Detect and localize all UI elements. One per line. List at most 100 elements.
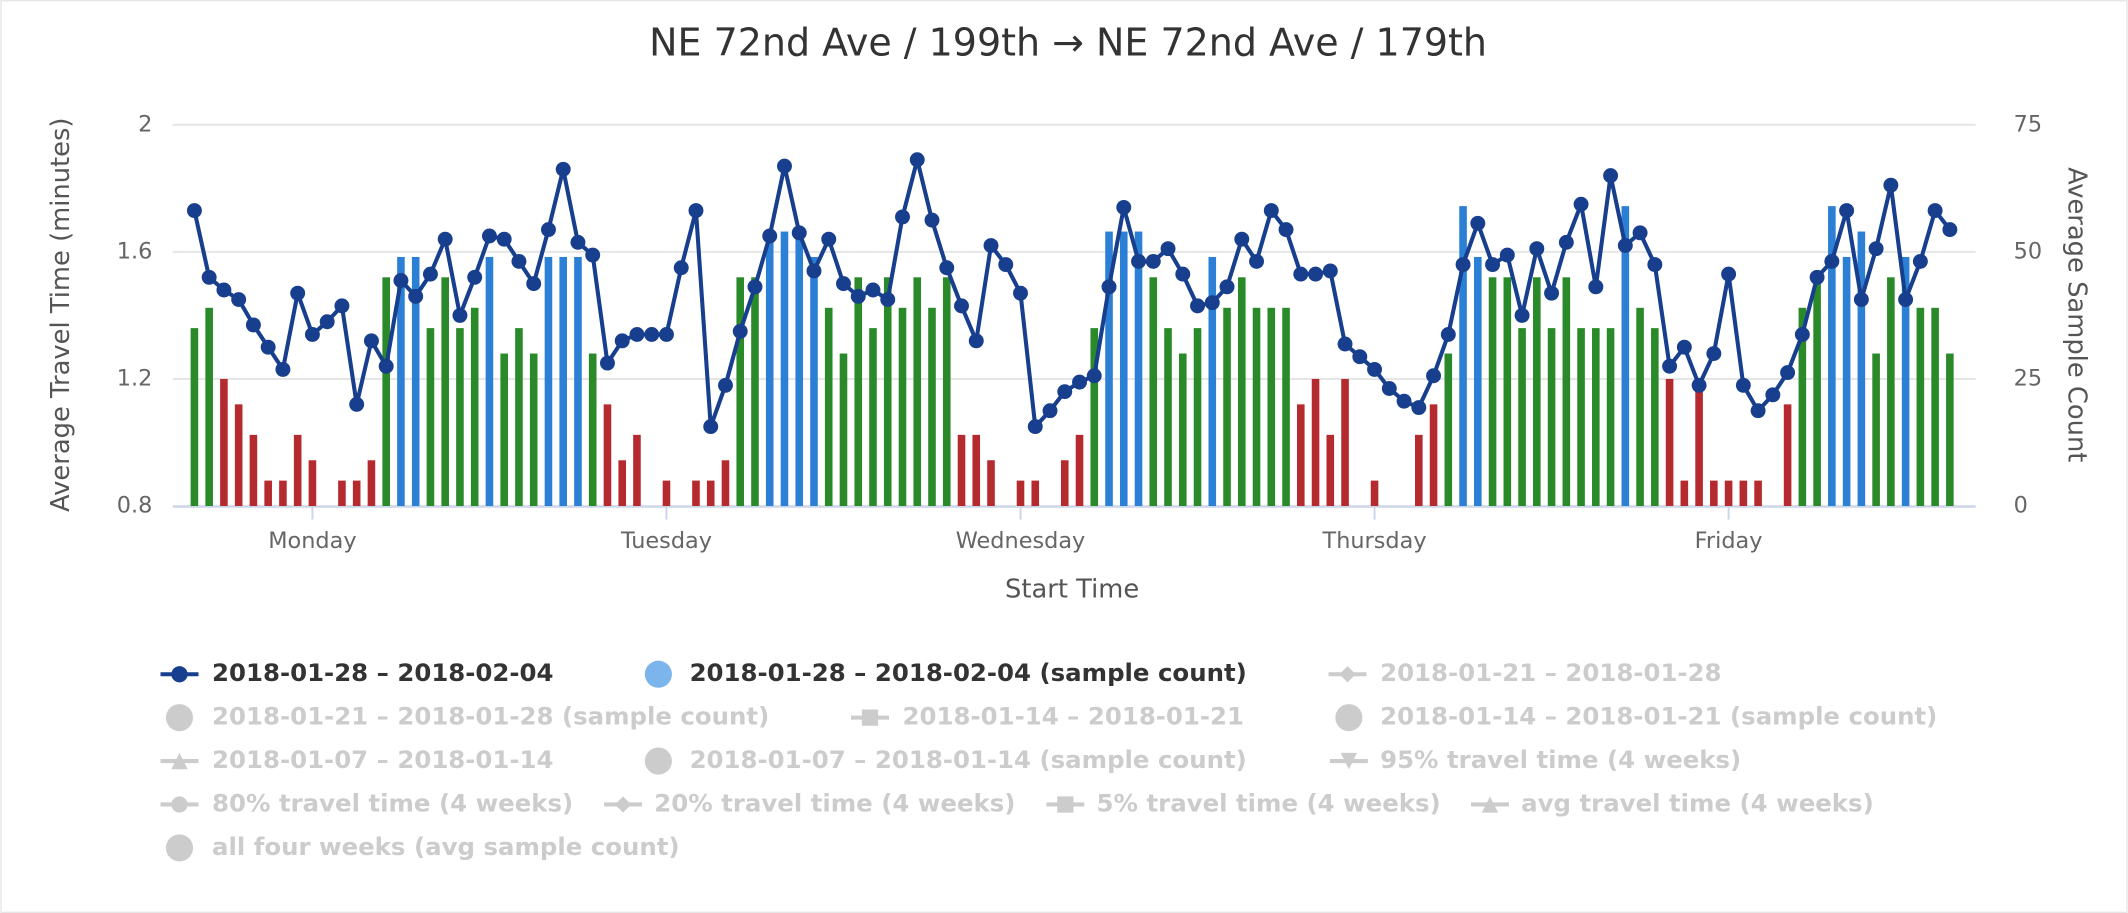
bar: [942, 277, 951, 507]
bar: [264, 480, 272, 507]
legend-marker: [171, 752, 188, 770]
bar: [1842, 256, 1851, 507]
legend-item[interactable]: 2018-01-28 – 2018-02-04 (sample count): [644, 658, 1247, 688]
bar: [338, 480, 346, 507]
bar: [1415, 434, 1423, 507]
legend-item[interactable]: all four weeks (avg sample count): [165, 832, 680, 862]
line-point: [1352, 349, 1368, 365]
legend-item[interactable]: 2018-01-07 – 2018-01-14 (sample count): [644, 745, 1247, 775]
legend-item[interactable]: 2018-01-28 – 2018-02-04: [160, 658, 553, 687]
line-point: [1470, 215, 1486, 231]
line-point: [201, 269, 217, 285]
legend-label: 2018-01-28 – 2018-02-04 (sample count): [690, 658, 1247, 687]
line-point: [555, 161, 571, 177]
line-point: [939, 260, 955, 276]
line-point: [1057, 384, 1073, 400]
line-point: [1072, 374, 1087, 390]
line-point: [452, 307, 468, 323]
bar: [1208, 256, 1217, 507]
line-point: [363, 333, 379, 349]
line-point: [585, 247, 601, 263]
legend-item[interactable]: 95% travel time (4 weeks): [1329, 745, 1741, 774]
bar: [1946, 353, 1954, 507]
legend-label: 2018-01-14 – 2018-01-21 (sample count): [1380, 702, 1937, 731]
bar: [1060, 460, 1069, 507]
bar: [1090, 328, 1099, 507]
bar: [765, 231, 774, 507]
bar: [928, 307, 936, 507]
line-point: [1912, 253, 1928, 269]
line-point: [275, 361, 291, 377]
bar: [972, 434, 981, 507]
bar: [559, 256, 568, 507]
line-point: [880, 292, 896, 307]
legend-item[interactable]: 2018-01-14 – 2018-01-21: [851, 702, 1244, 731]
line-point: [983, 238, 999, 253]
line-point: [850, 288, 866, 304]
legend-label: 2018-01-14 – 2018-01-21: [903, 702, 1244, 731]
line-point: [1839, 203, 1855, 219]
line-point: [245, 317, 261, 333]
line-point: [1086, 368, 1102, 384]
bar: [957, 434, 966, 507]
line-point: [659, 327, 674, 342]
line-point: [865, 282, 881, 298]
x-tick-label: Thursday: [1322, 528, 1427, 554]
bar: [220, 378, 228, 507]
line-point: [1027, 419, 1043, 435]
y-axis-title: Average Travel Time (minutes): [46, 118, 76, 512]
bar: [500, 353, 508, 507]
x-tick-label: Monday: [268, 528, 356, 554]
line-point: [437, 231, 453, 247]
bar: [662, 480, 671, 507]
line-point: [644, 327, 660, 342]
line-point: [1927, 203, 1943, 219]
legend-item[interactable]: 2018-01-21 – 2018-01-28 (sample count): [165, 702, 769, 732]
line-point: [1544, 285, 1560, 301]
bar: [1488, 277, 1497, 507]
legend-marker: [1340, 752, 1358, 770]
line-point: [1190, 298, 1205, 314]
line-point: [1322, 263, 1338, 279]
legend-item[interactable]: 5% travel time (4 weeks): [1046, 788, 1441, 817]
line-point: [1308, 266, 1324, 282]
bar: [1739, 480, 1748, 507]
legend-item[interactable]: 20% travel time (4 weeks): [604, 788, 1015, 817]
line-point: [836, 276, 851, 292]
bar: [1695, 378, 1703, 507]
line-point: [467, 269, 483, 285]
line-point: [777, 158, 792, 174]
bar: [1164, 328, 1172, 507]
line-point: [216, 282, 232, 298]
line-point: [1942, 222, 1958, 238]
line-point: [1499, 247, 1515, 263]
legend-item[interactable]: 2018-01-21 – 2018-01-28: [1328, 658, 1722, 687]
bar: [824, 307, 833, 507]
line-point: [1721, 266, 1737, 282]
line-point: [1794, 327, 1810, 342]
legend-item[interactable]: 80% travel time (4 weeks): [160, 788, 573, 817]
bar: [721, 460, 730, 507]
line-point: [422, 266, 438, 282]
bar: [382, 277, 390, 507]
line-point: [1440, 327, 1456, 342]
legend-item[interactable]: 2018-01-07 – 2018-01-14: [160, 745, 553, 774]
bar: [1282, 307, 1290, 507]
bar: [293, 434, 302, 507]
bar: [544, 256, 553, 507]
bar: [1665, 378, 1674, 507]
line-point: [688, 203, 704, 219]
legend-item[interactable]: avg travel time (4 weeks): [1470, 788, 1874, 817]
bar: [1592, 328, 1600, 507]
legend-marker: [1335, 704, 1363, 732]
line-point: [1293, 266, 1309, 282]
line-point: [334, 298, 350, 314]
bar: [1031, 480, 1040, 507]
y-tick-label: 1.6: [117, 238, 153, 264]
bar: [869, 328, 877, 507]
line-point: [762, 228, 778, 244]
legend-label: 20% travel time (4 weeks): [654, 788, 1015, 817]
legend-item[interactable]: 2018-01-14 – 2018-01-21 (sample count): [1335, 702, 1937, 732]
line-point: [393, 273, 409, 288]
legend-label: 2018-01-07 – 2018-01-14: [212, 745, 553, 774]
